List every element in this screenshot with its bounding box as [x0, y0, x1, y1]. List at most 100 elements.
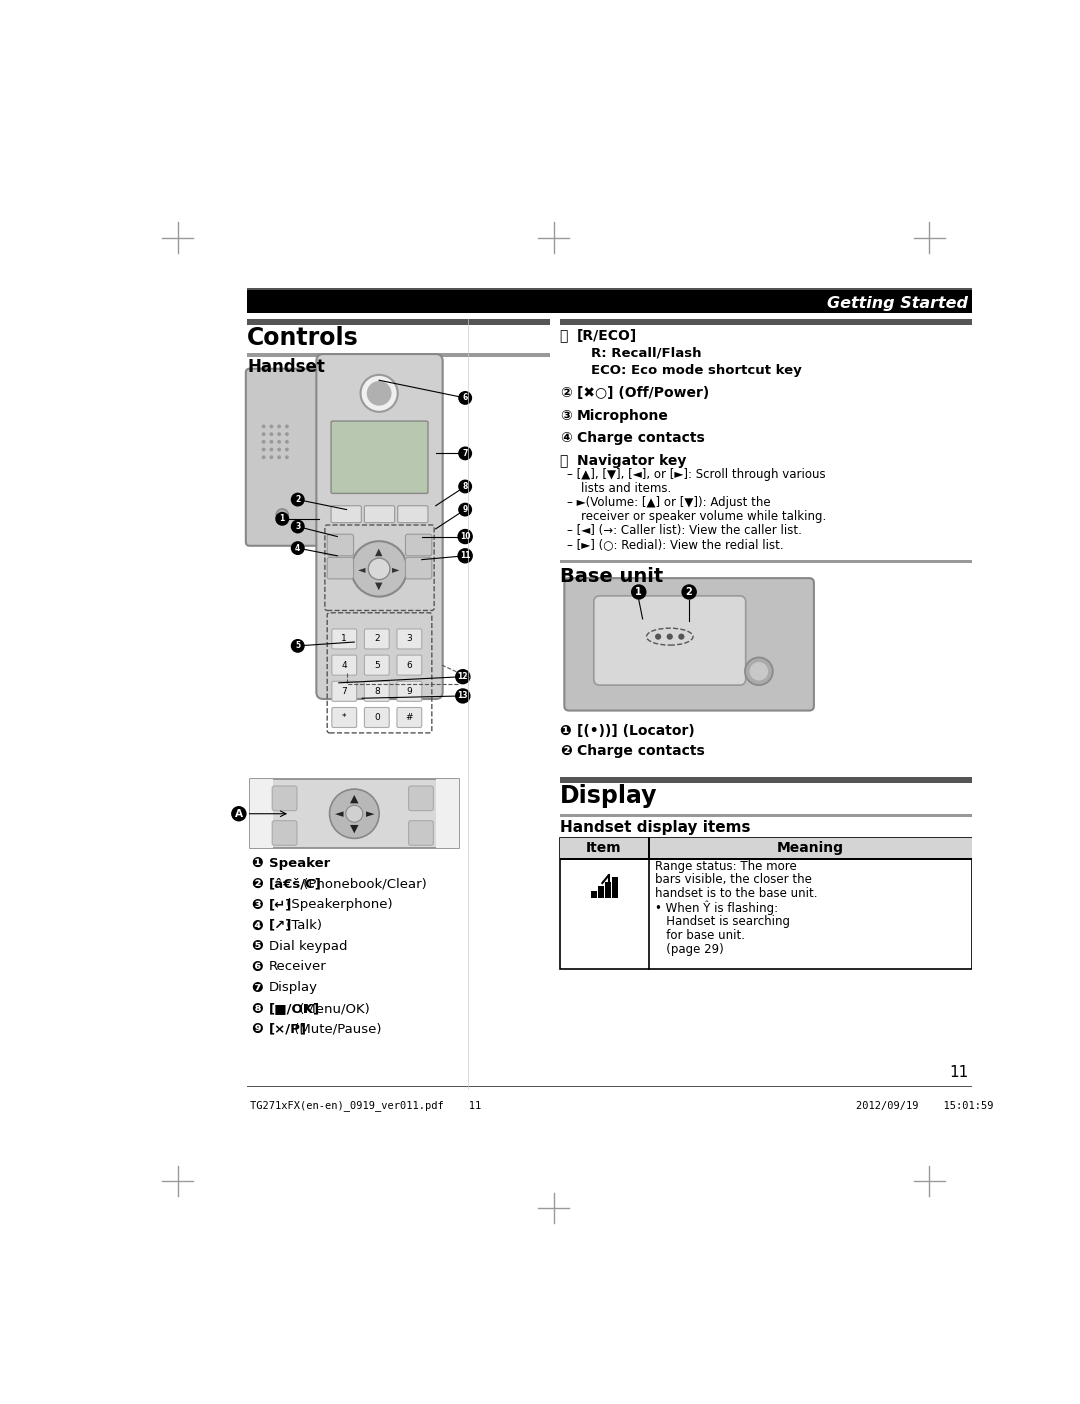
Text: [■/OK]: [■/OK]: [269, 1002, 320, 1015]
Text: Display: Display: [559, 783, 658, 809]
Bar: [606, 882, 611, 899]
Text: – [►] (○: Redial): View the redial list.: – [►] (○: Redial): View the redial list.: [567, 538, 784, 550]
Circle shape: [285, 424, 288, 428]
Circle shape: [261, 424, 266, 428]
Text: [↗]: [↗]: [269, 918, 293, 932]
Circle shape: [291, 493, 305, 507]
Circle shape: [458, 503, 472, 517]
Circle shape: [276, 508, 288, 521]
Circle shape: [270, 448, 273, 452]
Text: ❹: ❹: [252, 918, 264, 932]
Text: 6: 6: [462, 393, 468, 403]
Text: for base unit.: for base unit.: [656, 929, 745, 942]
Text: ❺: ❺: [252, 939, 264, 953]
Text: 8: 8: [462, 482, 468, 491]
FancyBboxPatch shape: [364, 681, 389, 702]
Bar: [559, 814, 972, 817]
Text: 4: 4: [341, 661, 347, 670]
FancyBboxPatch shape: [332, 629, 356, 649]
Text: Handset is searching: Handset is searching: [656, 915, 791, 928]
Text: [↵]: [↵]: [269, 899, 293, 911]
Text: – [▲], [▼], [◄], or [►]: Scroll through various: – [▲], [▼], [◄], or [►]: Scroll through …: [567, 469, 826, 482]
Text: ❶: ❶: [252, 856, 264, 870]
Text: ❽: ❽: [252, 1001, 264, 1015]
Text: 5: 5: [374, 661, 380, 670]
Text: – ►(Volume: [▲] or [▼]): Adjust the: – ►(Volume: [▲] or [▼]): Adjust the: [567, 496, 771, 510]
Circle shape: [455, 668, 471, 684]
Text: 11: 11: [460, 552, 471, 560]
Circle shape: [291, 519, 305, 534]
Bar: [559, 776, 972, 783]
Text: ▼: ▼: [350, 824, 359, 834]
Text: (Phonebook/Clear): (Phonebook/Clear): [299, 878, 427, 890]
Text: – [◄] (→: Caller list): View the caller list.: – [◄] (→: Caller list): View the caller …: [567, 524, 802, 536]
Circle shape: [368, 559, 390, 580]
FancyBboxPatch shape: [246, 369, 320, 546]
FancyBboxPatch shape: [408, 821, 433, 845]
Circle shape: [361, 375, 397, 411]
Text: Ⓐ: Ⓐ: [559, 453, 568, 468]
Circle shape: [278, 448, 281, 452]
Bar: [247, 288, 972, 291]
Circle shape: [231, 806, 246, 821]
Text: ④: ④: [559, 431, 571, 445]
FancyBboxPatch shape: [272, 786, 297, 810]
Circle shape: [275, 512, 289, 525]
Circle shape: [278, 439, 281, 444]
FancyBboxPatch shape: [594, 595, 745, 685]
Text: • When Ŷ is flashing:: • When Ŷ is flashing:: [656, 900, 779, 915]
FancyBboxPatch shape: [397, 681, 422, 702]
Text: ❶: ❶: [559, 723, 571, 737]
Circle shape: [458, 390, 472, 404]
Circle shape: [285, 448, 288, 452]
Bar: [559, 838, 972, 858]
Text: [â€š/C]: [â€š/C]: [269, 878, 322, 890]
FancyBboxPatch shape: [397, 629, 422, 649]
FancyBboxPatch shape: [405, 557, 432, 578]
Text: Dial keypad: Dial keypad: [269, 939, 348, 953]
FancyBboxPatch shape: [332, 708, 356, 727]
Text: (Menu/OK): (Menu/OK): [295, 1002, 369, 1015]
FancyBboxPatch shape: [327, 535, 353, 556]
Bar: [247, 319, 550, 324]
Circle shape: [285, 455, 288, 459]
Text: ❷: ❷: [252, 878, 264, 890]
Bar: [559, 838, 972, 969]
Text: bars visible, the closer the: bars visible, the closer the: [656, 873, 812, 886]
Text: 1: 1: [280, 514, 285, 524]
Text: Getting Started: Getting Started: [827, 296, 968, 310]
Text: (Mute/Pause): (Mute/Pause): [291, 1024, 382, 1036]
Circle shape: [458, 480, 472, 493]
Text: 4: 4: [295, 543, 300, 553]
Text: 9: 9: [406, 687, 413, 696]
Text: TG271xFX(en-en)_0919_ver011.pdf    11: TG271xFX(en-en)_0919_ver011.pdf 11: [249, 1101, 481, 1111]
Text: 12: 12: [458, 673, 468, 681]
Text: ▲: ▲: [376, 548, 383, 557]
Text: Display: Display: [269, 981, 319, 994]
Text: [(•))] (Locator): [(•))] (Locator): [577, 723, 694, 737]
Text: 5: 5: [295, 642, 300, 650]
Text: 0: 0: [374, 713, 380, 722]
Bar: [592, 890, 597, 899]
FancyBboxPatch shape: [327, 557, 353, 578]
Text: [×/P]: [×/P]: [269, 1024, 307, 1036]
Text: A: A: [234, 809, 243, 819]
Circle shape: [458, 548, 473, 563]
FancyBboxPatch shape: [332, 421, 428, 493]
Bar: [598, 886, 604, 899]
Text: 8: 8: [374, 687, 380, 696]
Text: 3: 3: [406, 635, 413, 643]
FancyBboxPatch shape: [565, 578, 814, 710]
Text: receiver or speaker volume while talking.: receiver or speaker volume while talking…: [581, 510, 826, 524]
Text: Speaker: Speaker: [269, 856, 330, 869]
Text: 9: 9: [462, 505, 468, 514]
FancyBboxPatch shape: [364, 505, 394, 522]
Text: lists and items.: lists and items.: [581, 483, 672, 496]
Bar: [559, 319, 972, 324]
Circle shape: [291, 639, 305, 653]
Circle shape: [455, 688, 471, 703]
Circle shape: [270, 432, 273, 437]
Circle shape: [285, 439, 288, 444]
Text: 2: 2: [686, 587, 692, 597]
FancyBboxPatch shape: [408, 786, 433, 810]
